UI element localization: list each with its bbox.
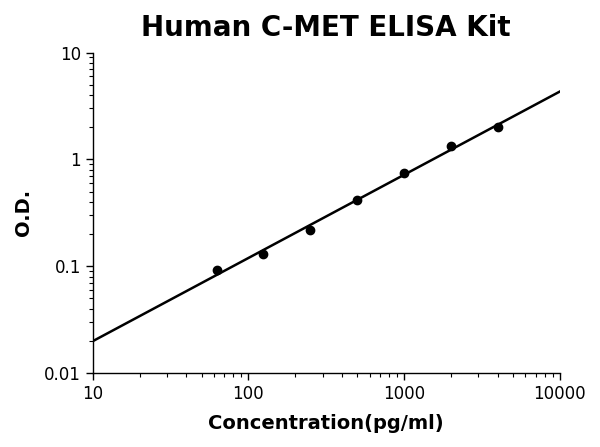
Title: Human C-MET ELISA Kit: Human C-MET ELISA Kit bbox=[142, 14, 511, 42]
X-axis label: Concentration(pg/ml): Concentration(pg/ml) bbox=[208, 414, 444, 433]
Y-axis label: O.D.: O.D. bbox=[14, 190, 33, 236]
